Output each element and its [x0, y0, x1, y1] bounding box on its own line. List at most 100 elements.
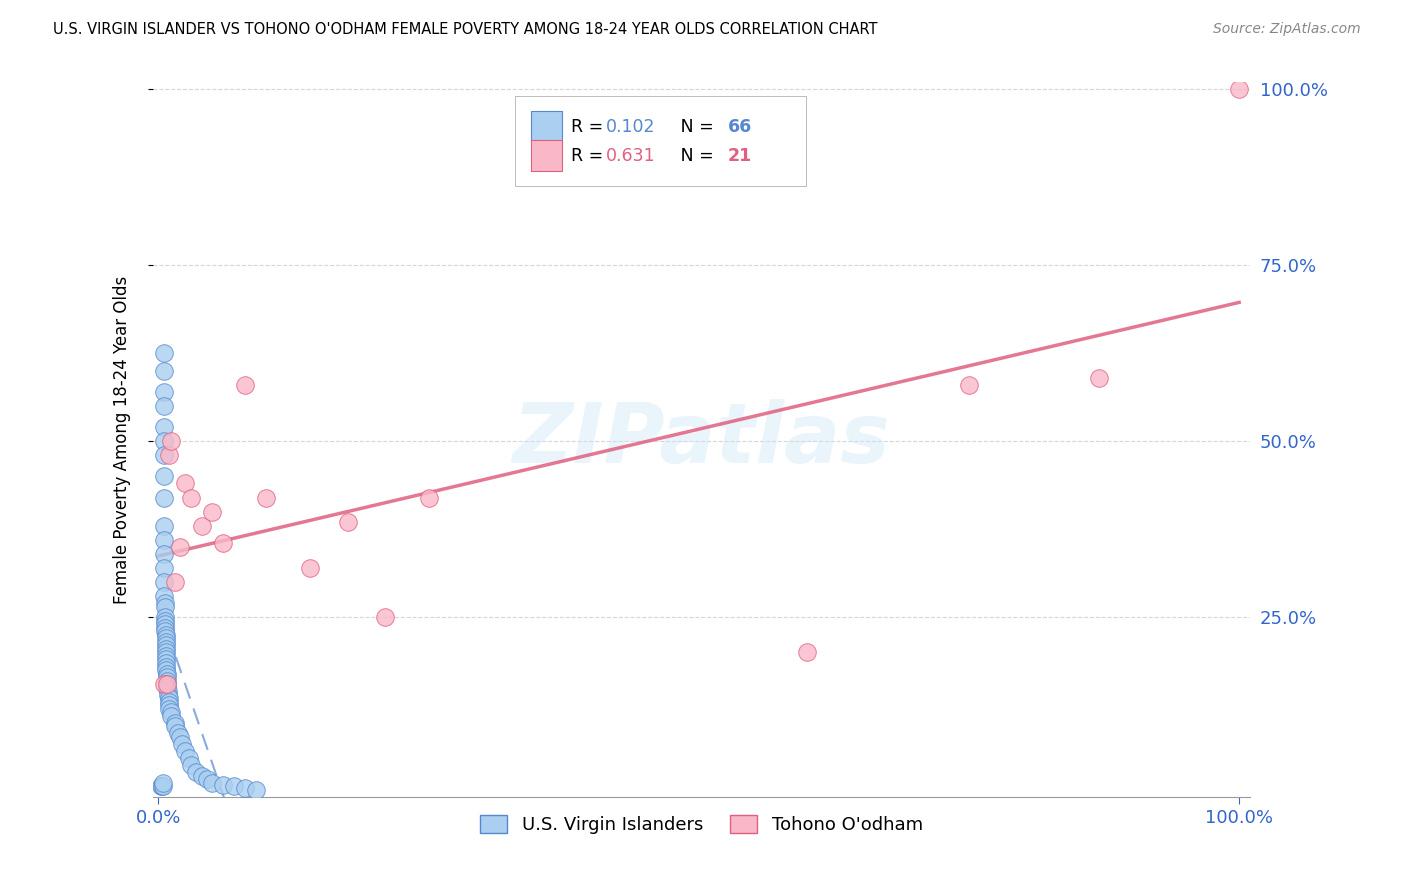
Point [201, 775, 224, 789]
Point [180, 491, 202, 505]
Point [195, 772, 218, 787]
Point [156, 677, 179, 691]
Text: R =: R = [571, 118, 609, 136]
Point [152, 384, 174, 399]
Point [152, 677, 174, 691]
Point [152, 547, 174, 561]
Point [157, 698, 180, 713]
Point [153, 617, 176, 632]
Point [156, 670, 179, 684]
Point [174, 744, 197, 758]
Point [212, 778, 235, 792]
Point [152, 469, 174, 483]
Point [155, 652, 177, 666]
Point [1087, 371, 1109, 385]
Point [174, 476, 197, 491]
Point [156, 677, 179, 691]
Text: 0.631: 0.631 [606, 147, 655, 165]
Point [152, 364, 174, 378]
Text: 21: 21 [728, 147, 752, 165]
Text: N =: N = [664, 118, 720, 136]
Point [152, 420, 174, 434]
Point [233, 780, 256, 795]
Point [157, 695, 180, 709]
Point [201, 505, 224, 519]
Point [155, 632, 177, 646]
Point [152, 491, 174, 505]
Point [190, 769, 212, 783]
Point [152, 561, 174, 575]
Point [254, 491, 277, 505]
Point [169, 730, 191, 744]
Point [155, 645, 177, 659]
Point [152, 434, 174, 449]
Y-axis label: Female Poverty Among 18-24 Year Olds: Female Poverty Among 18-24 Year Olds [114, 276, 131, 604]
Point [153, 610, 176, 624]
Point [152, 575, 174, 590]
Point [155, 641, 177, 656]
Point [155, 659, 177, 673]
Point [163, 715, 186, 730]
Text: 0.102: 0.102 [606, 118, 655, 136]
Point [149, 779, 172, 793]
Point [156, 681, 179, 695]
Point [190, 518, 212, 533]
Point [957, 377, 980, 392]
Point [172, 737, 194, 751]
Point [418, 491, 440, 505]
Point [157, 691, 180, 706]
Point [155, 663, 177, 677]
Point [212, 536, 235, 550]
Text: Source: ZipAtlas.com: Source: ZipAtlas.com [1213, 22, 1361, 37]
Text: ZIPatlas: ZIPatlas [513, 399, 890, 480]
Point [298, 561, 321, 575]
Point [155, 639, 177, 653]
Point [1227, 82, 1250, 96]
FancyBboxPatch shape [515, 96, 806, 186]
Point [155, 628, 177, 642]
Text: U.S. VIRGIN ISLANDER VS TOHONO O'ODHAM FEMALE POVERTY AMONG 18-24 YEAR OLDS CORR: U.S. VIRGIN ISLANDER VS TOHONO O'ODHAM F… [53, 22, 877, 37]
Point [152, 589, 174, 603]
Point [152, 533, 174, 547]
Point [160, 434, 183, 449]
Point [157, 448, 180, 462]
Point [374, 610, 396, 624]
Point [157, 702, 180, 716]
Text: R =: R = [571, 147, 609, 165]
Point [156, 666, 179, 681]
Point [152, 775, 174, 789]
Point [163, 719, 186, 733]
Point [150, 779, 173, 793]
Point [169, 540, 191, 554]
Point [153, 599, 176, 614]
Point [233, 377, 256, 392]
Point [153, 614, 176, 628]
Point [152, 518, 174, 533]
Text: N =: N = [664, 147, 720, 165]
Point [152, 399, 174, 413]
Legend: U.S. Virgin Islanders, Tohono O'odham: U.S. Virgin Islanders, Tohono O'odham [481, 815, 922, 834]
Point [336, 515, 359, 529]
Point [153, 596, 176, 610]
Point [152, 346, 174, 360]
Point [163, 575, 186, 590]
Point [152, 779, 174, 793]
Point [155, 648, 177, 663]
Point [153, 621, 176, 635]
Point [245, 782, 267, 797]
FancyBboxPatch shape [531, 140, 562, 171]
Point [177, 751, 200, 765]
Point [157, 684, 180, 698]
Point [152, 448, 174, 462]
Point [166, 726, 188, 740]
Point [222, 779, 245, 793]
Text: 66: 66 [728, 118, 752, 136]
FancyBboxPatch shape [531, 112, 562, 143]
Point [796, 645, 818, 659]
Point [186, 765, 208, 780]
Point [160, 706, 183, 720]
Point [180, 758, 202, 772]
Point [155, 635, 177, 649]
Point [157, 688, 180, 702]
Point [153, 624, 176, 639]
